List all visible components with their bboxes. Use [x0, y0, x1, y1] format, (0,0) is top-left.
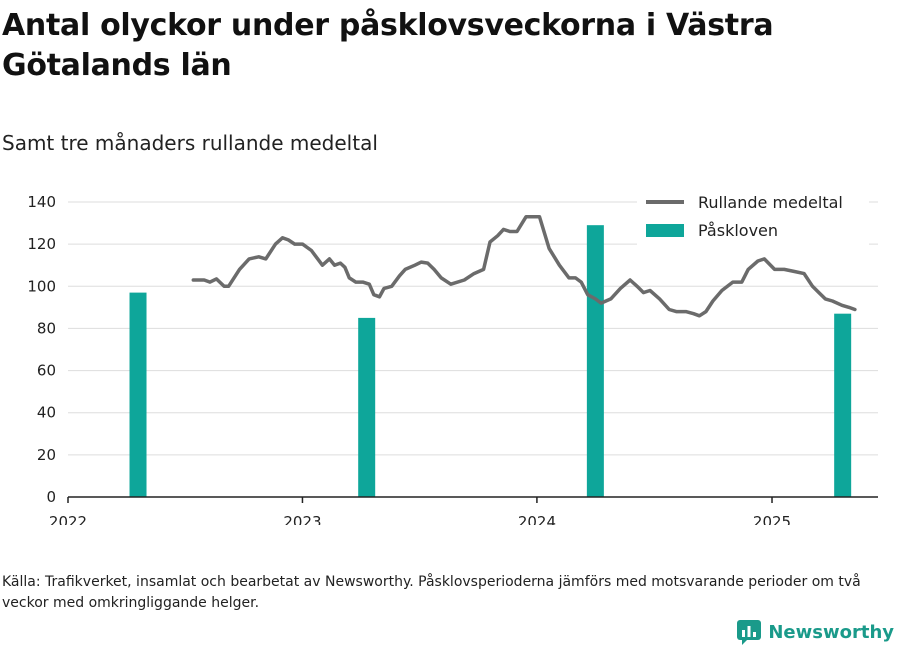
y-tick-label: 100 [27, 277, 56, 295]
accidents-chart: 0 20 40 60 80 100 120 140 2022 2023 2024 2025 Rulla… [27, 188, 878, 525]
x-tick-label: 2023 [283, 513, 321, 525]
axes: 0 20 40 60 80 100 120 140 2022 2023 2024 2025 [27, 193, 878, 525]
brand-logo[interactable]: Newsworthy [736, 619, 894, 645]
y-tick-label: 140 [27, 193, 56, 211]
y-tick-label: 20 [37, 446, 56, 464]
legend: Rullande medeltal Påskloven [637, 188, 869, 246]
x-tick-label: 2025 [753, 513, 791, 525]
paskloven-bar [834, 313, 852, 497]
y-tick-label: 40 [37, 404, 56, 422]
x-tick-label: 2022 [49, 513, 87, 525]
paskloven-bar [129, 292, 147, 497]
legend-bar-swatch [646, 224, 684, 237]
paskloven-bars [129, 225, 852, 497]
y-tick-label: 0 [46, 488, 56, 506]
x-tick-label: 2024 [518, 513, 556, 525]
paskloven-bar [358, 317, 376, 497]
chart-subtitle: Samt tre månaders rullande medeltal [2, 131, 378, 155]
y-tick-label: 60 [37, 362, 56, 380]
source-caption: Källa: Trafikverket, insamlat och bearbe… [2, 574, 861, 611]
chart-title: Antal olyckor under påsklovsveckorna i V… [2, 8, 774, 83]
paskloven-bar [586, 225, 604, 497]
brand-name: Newsworthy [768, 621, 894, 643]
y-tick-label: 80 [37, 319, 56, 337]
newsworthy-logo-icon [737, 620, 762, 645]
legend-label-paskloven: Påskloven [698, 221, 778, 240]
y-tick-label: 120 [27, 235, 56, 253]
rolling-average-series [191, 215, 857, 318]
rolling-average-line [191, 215, 857, 318]
gridlines [68, 201, 878, 456]
legend-label-rullande: Rullande medeltal [698, 193, 843, 212]
